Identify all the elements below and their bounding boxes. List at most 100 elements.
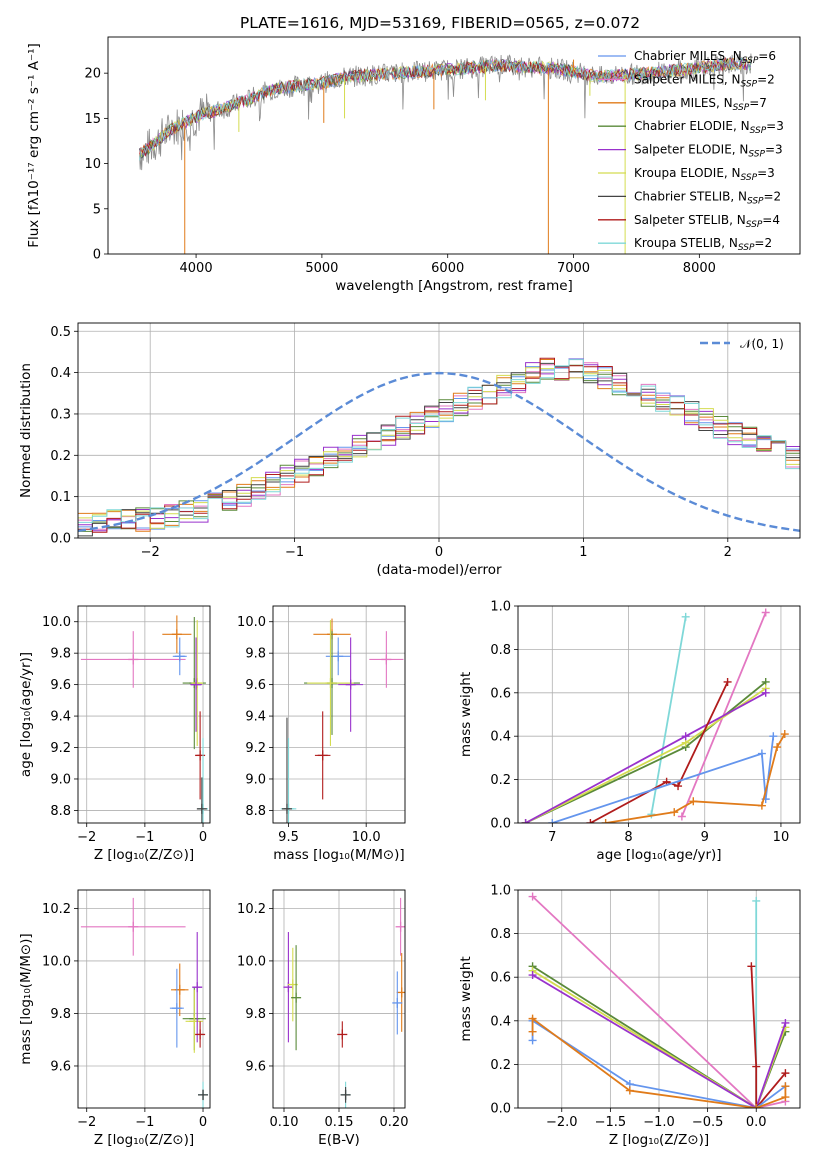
- y-tick-label: 10.0: [237, 954, 266, 969]
- weight-line: [532, 969, 787, 1108]
- x-tick-label: 0.20: [380, 1115, 409, 1130]
- x-tick-label: 10.0: [352, 830, 381, 845]
- legend-subscript: SSP: [741, 79, 758, 89]
- legend-value: =2: [757, 72, 775, 86]
- marker: [780, 730, 789, 739]
- marker: [761, 608, 770, 617]
- plot-area: [80, 897, 209, 1108]
- panel-residuals: −2 −1 0 1 2 0.0 0.1 0.2 0.3 0.4 0.5 (data-model)/er…: [18, 322, 801, 578]
- error-bar-point: [80, 897, 186, 956]
- marker: [528, 892, 537, 901]
- x-tick-label: 0.15: [325, 1115, 354, 1130]
- y-tick-label: 0.3: [50, 407, 71, 422]
- marker: [528, 971, 537, 980]
- axes-frame: [272, 889, 406, 1109]
- y-tick-label: 9.2: [245, 741, 266, 756]
- x-tick-label: −2.0: [546, 1115, 578, 1130]
- marker: [677, 812, 686, 821]
- error-bar-point: [191, 620, 204, 746]
- marker: [752, 1062, 761, 1071]
- legend-text: Salpeter ELODIE, N: [634, 143, 748, 157]
- axes-frame: [77, 889, 211, 1109]
- weight-line: [605, 733, 786, 823]
- histogram-step: [78, 359, 800, 528]
- y-tick-label: 9.2: [50, 741, 71, 756]
- histogram-step: [78, 362, 800, 531]
- marker: [757, 801, 766, 810]
- panel-age_vs_mass: 9.5 10.0 8.8 9.0 9.2 9.4 9.6 9.8 10.0 mass [log₁₀…: [237, 605, 406, 863]
- marker: [528, 1027, 537, 1036]
- marker: [769, 732, 778, 741]
- legend: 𝒩(0, 1): [700, 337, 784, 351]
- y-tick-label: 5: [93, 202, 101, 217]
- x-axis-label: Z [log₁₀(Z/Z⊙)]: [94, 1132, 194, 1148]
- marker: [625, 1086, 634, 1095]
- y-tick-label: 10: [84, 157, 101, 172]
- grid: [518, 605, 800, 824]
- marker: [781, 1018, 790, 1027]
- y-tick-label: 0.8: [490, 927, 511, 942]
- marker: [601, 819, 610, 823]
- y-tick-label: 9.0: [50, 772, 71, 787]
- legend-subscript: SSP: [738, 243, 755, 253]
- y-tick-label: 9.6: [50, 1059, 71, 1074]
- error-bar-point: [337, 1021, 348, 1048]
- y-tick-label: 0.0: [490, 817, 511, 832]
- plot-area: [80, 615, 209, 823]
- y-axis-label: mass weight: [458, 956, 474, 1041]
- marker: [528, 1036, 537, 1045]
- panel-massweight_vs_Z: −2.0 −1.5 −1.0 −0.5 0.0 0.0 0.2 0.4 0.6 0.8 1.0 Z […: [458, 884, 801, 1148]
- y-tick-label: 9.4: [245, 710, 266, 725]
- error-bar-point: [283, 932, 294, 1043]
- plot-area: [528, 892, 790, 1108]
- weight-line: [531, 895, 786, 1108]
- legend-subscript: SSP: [746, 220, 763, 230]
- grid: [78, 890, 210, 1108]
- ticks: −2.0 −1.5 −1.0 −0.5 0.0 0.0 0.2 0.4 0.6 0.8 1.0: [490, 884, 766, 1131]
- panel-spectrum: 4000 5000 6000 7000 8000 0 5 10 15 20 wavelength […: [26, 36, 801, 294]
- marker: [521, 819, 530, 823]
- grid: [273, 606, 405, 823]
- axes-frame: [107, 36, 801, 255]
- axes-frame: [272, 605, 406, 824]
- plot-area: [521, 608, 789, 823]
- legend-entry: Chabrier MILES, NSSP=6: [634, 49, 776, 66]
- marker: [548, 819, 557, 823]
- legend-value: =2: [764, 189, 782, 203]
- error-bar-point: [340, 1086, 351, 1103]
- marker: [752, 1104, 761, 1108]
- x-tick-label: 0: [435, 545, 443, 560]
- x-tick-label: 5000: [305, 261, 338, 276]
- y-axis-label: mass [log₁₀(M/M⊙)]: [18, 933, 34, 1064]
- y-tick-label: 0.1: [50, 490, 71, 505]
- marker: [681, 612, 690, 621]
- grid: [78, 606, 210, 823]
- y-tick-label: 0: [93, 248, 101, 263]
- error-bar-point: [314, 711, 331, 800]
- marker: [757, 749, 766, 758]
- y-tick-label: 0.4: [50, 366, 71, 381]
- y-tick-label: 0.5: [50, 325, 71, 340]
- y-tick-label: 10.0: [237, 615, 266, 630]
- panel-massweight_vs_age: 7 8 9 10 0.0 0.2 0.4 0.6 0.8 1.0 age [log₁₀(age/yr…: [458, 600, 801, 863]
- error-bar-point: [338, 637, 364, 732]
- histogram-step: [78, 359, 800, 532]
- y-tick-label: 9.8: [245, 1007, 266, 1022]
- x-axis-label: age [log₁₀(age/yr)]: [596, 847, 721, 863]
- legend-text: Salpeter MILES, N: [634, 72, 741, 86]
- y-tick-label: 9.8: [50, 647, 71, 662]
- ticks: 7 8 9 10 0.0 0.2 0.4 0.6 0.8 1.0: [490, 600, 789, 846]
- normal-curve: [78, 371, 800, 532]
- legend-value: =3: [765, 143, 783, 157]
- legend-text: Kroupa MILES, N: [634, 96, 733, 110]
- x-tick-label: −2: [77, 830, 96, 845]
- x-axis-label: Z [log₁₀(Z/Z⊙)]: [94, 847, 194, 863]
- error-bar-point: [396, 953, 405, 1032]
- histogram-step: [78, 364, 800, 532]
- y-tick-label: 10.0: [42, 615, 71, 630]
- x-axis-label: Z [log₁₀(Z/Z⊙)]: [609, 1132, 709, 1148]
- marker: [781, 1093, 790, 1102]
- ticks: 0.10 0.15 0.20 9.6 9.8 10.0 10.2: [237, 902, 408, 1130]
- x-tick-label: 2: [724, 545, 732, 560]
